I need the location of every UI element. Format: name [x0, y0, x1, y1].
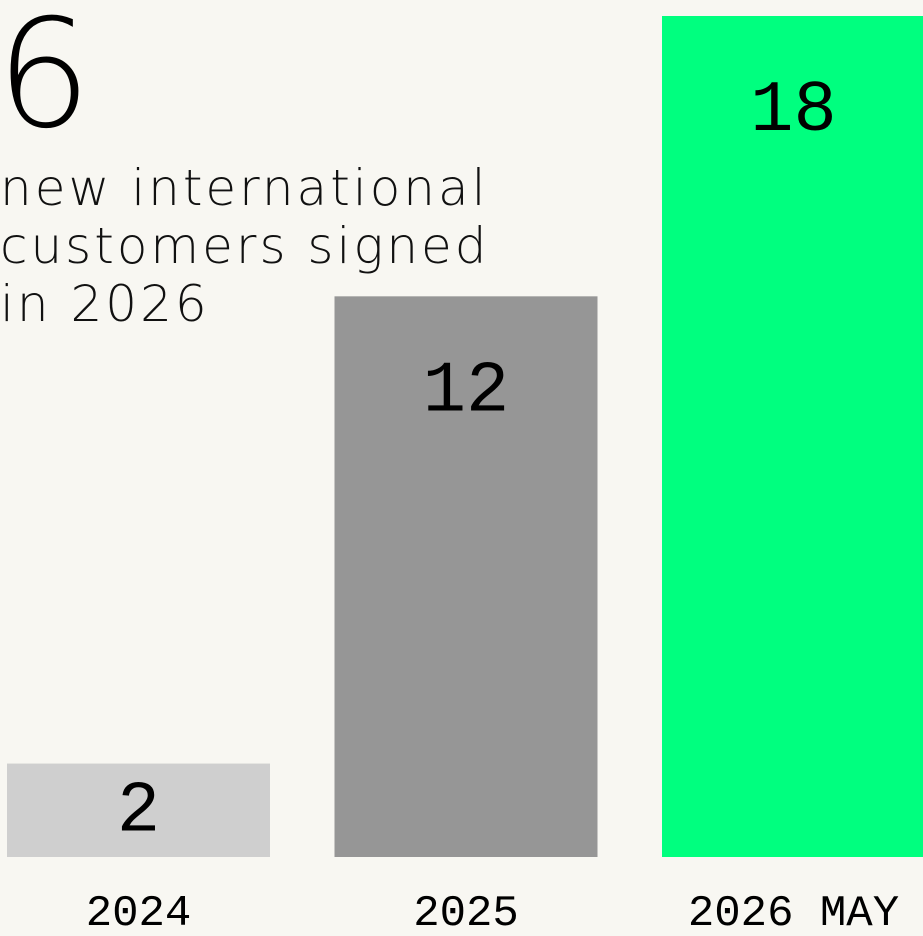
headline: 6	[0, 0, 91, 162]
x-tick-label: 2024	[86, 889, 192, 936]
x-tick-label: 2026 MAY	[688, 889, 899, 936]
bar	[7, 763, 270, 857]
subtitle-line: customers signed	[0, 217, 490, 275]
bar	[334, 296, 598, 857]
bar	[662, 16, 923, 857]
subtitle-line: in 2026	[0, 275, 210, 333]
subtitle-line: new international	[0, 159, 489, 217]
value-label: 18	[750, 70, 836, 152]
x-tick-label: 2025	[413, 889, 519, 936]
value-label: 12	[423, 350, 509, 432]
value-label: 2	[117, 770, 160, 852]
